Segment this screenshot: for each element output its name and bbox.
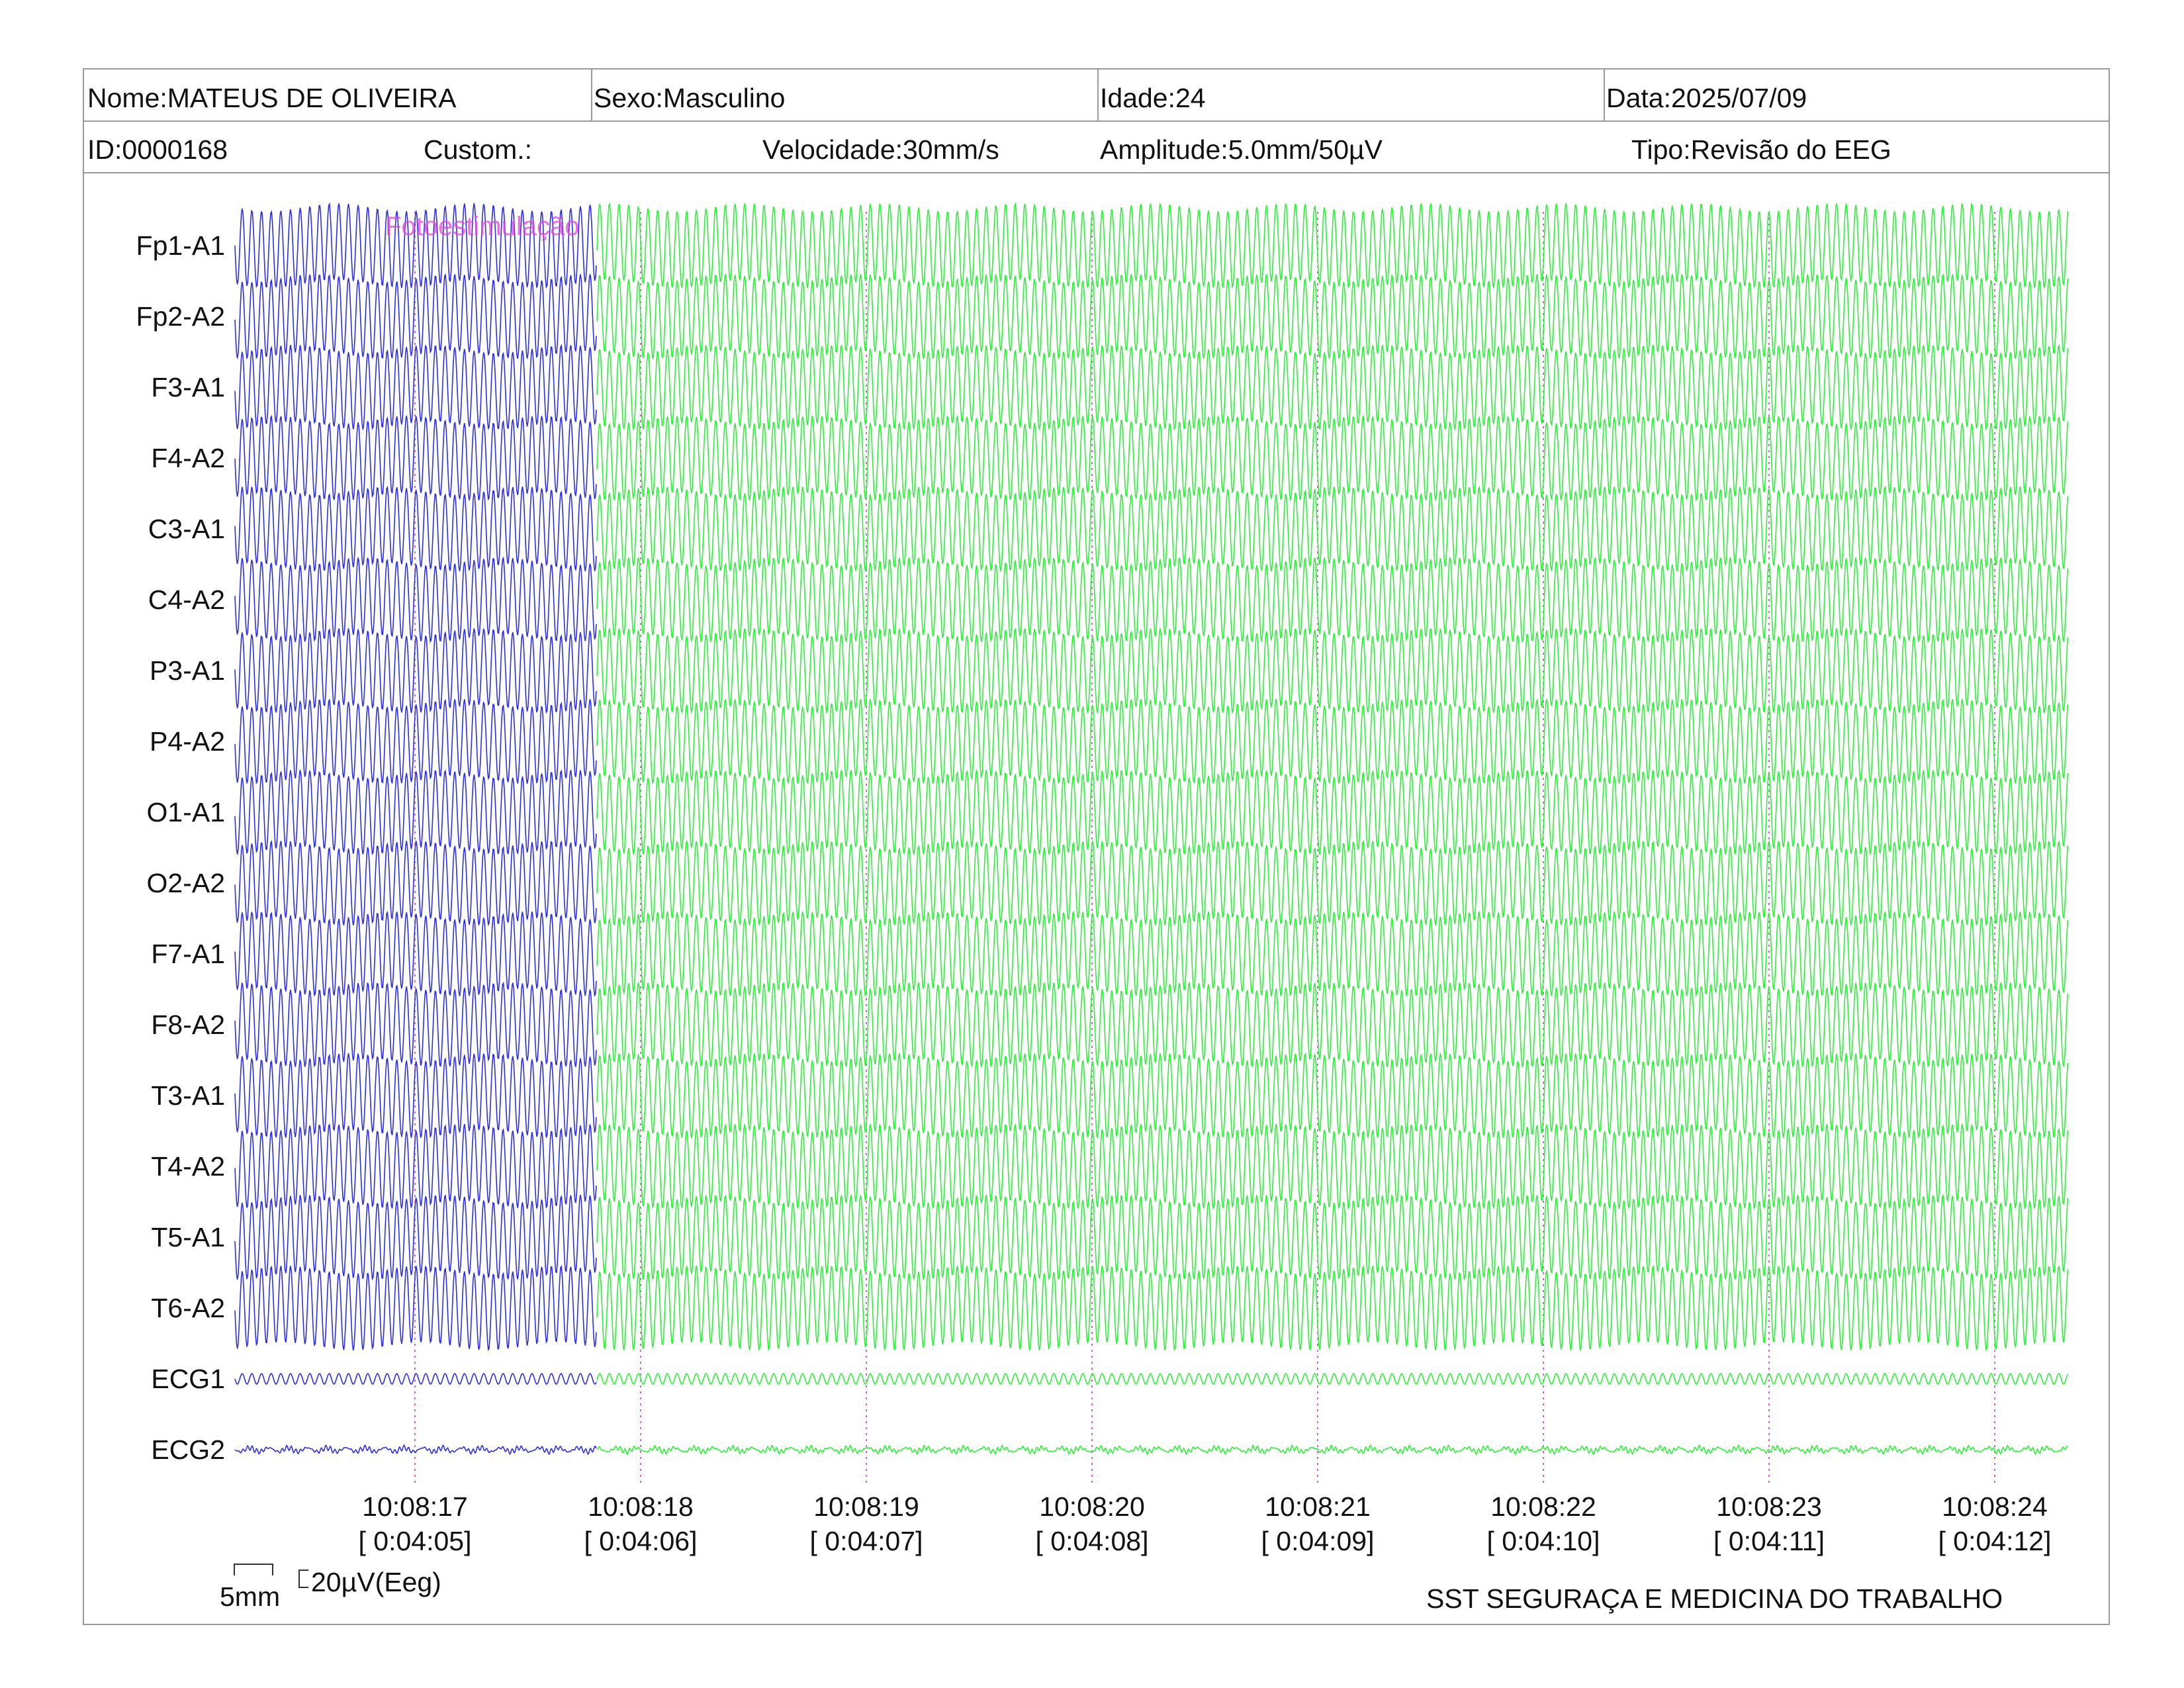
time-axis: 10:08:17 [ 0:04:05] 10:08:18 [ 0:04:06] 10:0… [359,1491,2052,1556]
trace-segment-before-stimulation [234,628,597,714]
time-tick-elapsed: [ 0:04:12] [1938,1526,2052,1556]
trace-segment-before-stimulation [234,1123,597,1210]
scale-bar [234,1564,308,1588]
channel-label: ECG2 [151,1434,225,1465]
trace-segment-before-stimulation [234,910,597,997]
trace-segment-during-stimulation [596,344,2069,431]
channel-label: F7-A1 [151,939,225,969]
header-divider-2 [84,172,2109,173]
trace-segment-before-stimulation [234,414,597,501]
channel-label: O2-A2 [147,868,226,898]
time-tick-elapsed: [ 0:04:09] [1261,1526,1375,1556]
trace-segment-before-stimulation [234,839,597,927]
time-tick-clock: 10:08:17 [362,1491,468,1522]
trace-segment-during-stimulation [596,910,2069,998]
trace-segment-during-stimulation [596,1264,2069,1352]
amplitude-setting: Amplitude:5.0mm/50µV [1100,134,1383,165]
trace-segment-during-stimulation [596,485,2069,573]
header-divider-1 [84,120,2109,122]
channel-label: ECG1 [151,1364,225,1394]
channel-label: F8-A2 [151,1009,225,1040]
trace-segment-during-stimulation [596,1194,2069,1281]
channel-label: F3-A1 [151,372,225,402]
trace-segment-during-stimulation [596,273,2069,360]
time-tick-clock: 10:08:22 [1490,1491,1596,1522]
channel-label: T4-A2 [151,1151,225,1182]
time-tick-clock: 10:08:18 [588,1491,694,1522]
channel-label: O1-A1 [147,797,226,827]
header-cell-divider [1604,70,1605,121]
time-tick-elapsed: [ 0:04:11] [1713,1526,1825,1556]
patient-id: ID:0000168 [87,134,228,165]
channel-label: Fp2-A2 [136,301,225,332]
trace-segment-before-stimulation [234,1372,597,1385]
channel-labels: Fp1-A1 Fp2-A2 F3-A1 F4-A2 C3-A1 C4-A2 P3-A1 P4-… [136,230,225,1465]
trace-segment-before-stimulation [234,1194,597,1281]
amplitude-scale-bracket [298,1570,308,1588]
header-cell-divider [591,70,592,121]
custom-field: Custom.: [424,134,533,165]
trace-segment-during-stimulation [596,698,2069,785]
time-tick-clock: 10:08:23 [1716,1491,1822,1522]
channel-label: T3-A1 [151,1080,225,1111]
trace-segment-before-stimulation [234,556,597,643]
channel-label: P4-A2 [150,726,225,757]
trace-segment-before-stimulation [234,1264,597,1352]
trace-segment-during-stimulation [596,981,2069,1068]
trace-segment-during-stimulation [596,202,2069,289]
trace-segment-during-stimulation [596,1123,2069,1210]
trace-segment-before-stimulation [234,344,597,430]
trace-segment-before-stimulation [234,202,597,289]
time-tick-elapsed: [ 0:04:05] [359,1526,472,1556]
trace-segment-during-stimulation [596,839,2069,927]
time-scale-label: 5mm [220,1581,281,1612]
trace-segment-before-stimulation [234,981,597,1068]
trace-segment-during-stimulation [596,769,2069,856]
trace-segment-before-stimulation [234,485,597,573]
channel-label: F4-A2 [151,443,225,473]
time-tick-clock: 10:08:24 [1942,1491,2048,1522]
trace-segment-during-stimulation [596,1444,2068,1456]
trace-segment-during-stimulation [596,414,2069,502]
patient-age: Idade:24 [1100,83,1206,113]
exam-date: Data:2025/07/09 [1606,83,1807,113]
trace-segment-before-stimulation [234,698,597,785]
photic-stimulation-annotation: Fotoestimulação [385,212,579,241]
patient-sex: Sexo:Masculino [594,83,786,113]
time-tick-clock: 10:08:21 [1265,1491,1371,1522]
trace-segment-during-stimulation [596,556,2069,643]
time-tick-elapsed: [ 0:04:07] [810,1526,923,1556]
time-scale-bracket [234,1564,273,1575]
channel-label: P3-A1 [150,655,225,686]
report-frame [83,68,2110,1625]
trace-segment-before-stimulation [234,1444,597,1456]
trace-segment-during-stimulation [596,1372,2069,1385]
channel-label: Fp1-A1 [136,230,225,261]
trace-segment-during-stimulation [596,1052,2069,1139]
trace-segment-during-stimulation [596,627,2069,714]
channel-label: C4-A2 [148,585,225,615]
patient-name: Nome:MATEUS DE OLIVEIRA [87,83,457,113]
paper-speed: Velocidade:30mm/s [762,134,999,165]
time-tick-elapsed: [ 0:04:06] [584,1526,698,1556]
eeg-traces [234,202,2069,1456]
channel-label: T6-A2 [151,1293,225,1323]
trace-segment-before-stimulation [234,273,597,359]
time-tick-clock: 10:08:19 [813,1491,919,1522]
header-cell-divider [1097,70,1099,121]
time-tick-elapsed: [ 0:04:08] [1036,1526,1149,1556]
amplitude-scale-label: 20µV(Eeg) [311,1567,441,1597]
time-tick-elapsed: [ 0:04:10] [1487,1526,1600,1556]
channel-label: C3-A1 [148,514,225,544]
clinic-name: SST SEGURAÇA E MEDICINA DO TRABALHO [1426,1583,2003,1614]
record-type: Tipo:Revisão do EEG [1631,134,1891,165]
trace-segment-before-stimulation [234,1053,597,1139]
time-tick-clock: 10:08:20 [1039,1491,1145,1522]
channel-label: T5-A1 [151,1222,225,1252]
trace-segment-before-stimulation [234,769,597,856]
